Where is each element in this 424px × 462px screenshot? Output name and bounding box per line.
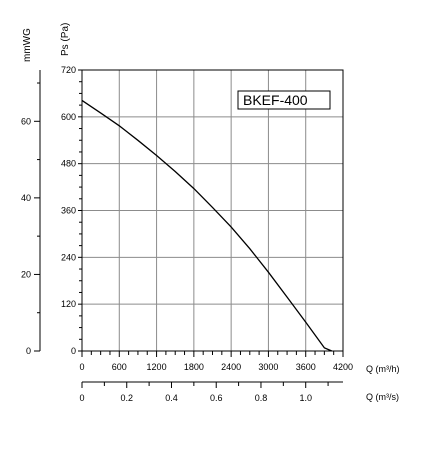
x-axis-primary-tick-label: 0 xyxy=(79,362,84,372)
pressure-curve xyxy=(81,99,333,352)
x-axis-secondary-tick-label: 0 xyxy=(79,393,84,403)
y-axis-mmwg-tick-label: 40 xyxy=(21,193,31,203)
grid-lines xyxy=(82,70,343,351)
x-axis-secondary-tick-label: 0.4 xyxy=(165,393,178,403)
x-axis-secondary-tick-label: 0.8 xyxy=(255,393,268,403)
y-axis-mmwg-tick-label: 60 xyxy=(21,116,31,126)
legend-box-frame xyxy=(237,90,331,110)
y-axis-ps-tick-label: 0 xyxy=(71,346,76,356)
x-axis-secondary-tick-label: 0.2 xyxy=(120,393,133,403)
legend-box-text: BKEF-400 xyxy=(243,92,308,108)
x-axis-primary-tick-label: 3600 xyxy=(296,362,316,372)
series-layer xyxy=(81,99,333,352)
x-axis-primary-tick-label: 3000 xyxy=(258,362,278,372)
y-axis-ps-tick-label: 120 xyxy=(61,299,76,309)
y-axis-ps-tick-label: 480 xyxy=(61,159,76,169)
x-axis-primary-tick-label: 1800 xyxy=(184,362,204,372)
x-axis-primary-label: Q (m³/h) xyxy=(366,364,400,374)
x-axis-secondary-tick-label: 0.6 xyxy=(210,393,223,403)
x-axis-secondary: Q (m³/s) 0 0.2 0.4 0.6 0.8 1.0 xyxy=(79,381,399,403)
y-axis-mmwg-label: mmWG xyxy=(22,28,33,62)
y-axis-mmwg: mmWG 0 20 40 60 xyxy=(21,28,41,356)
y-axis-ps-tick-label: 240 xyxy=(61,252,76,262)
y-axis-ps: Ps (Pa) 0 120 240 360 480 600 720 xyxy=(60,23,82,356)
x-axis-primary-tick-label: 1200 xyxy=(147,362,167,372)
x-axis-primary-tick-label: 4200 xyxy=(333,362,353,372)
x-axis-primary: Q (m³/h) 0 600 1200 1800 2400 3000 3600 4200 xyxy=(79,351,400,374)
y-axis-ps-label: Ps (Pa) xyxy=(60,23,71,56)
y-axis-ps-tick-label: 360 xyxy=(61,206,76,216)
y-axis-ps-tick-label: 600 xyxy=(61,112,76,122)
x-axis-secondary-tick-label: 1.0 xyxy=(299,393,312,403)
x-axis-primary-tick-label: 600 xyxy=(112,362,127,372)
legend-box: BKEF-400 xyxy=(237,90,331,110)
x-axis-secondary-label: Q (m³/s) xyxy=(366,392,399,402)
y-axis-mmwg-tick-label: 20 xyxy=(21,269,31,279)
y-axis-mmwg-tick-label: 0 xyxy=(26,346,31,356)
x-axis-primary-tick-label: 2400 xyxy=(221,362,241,372)
y-axis-ps-tick-label: 720 xyxy=(61,65,76,75)
